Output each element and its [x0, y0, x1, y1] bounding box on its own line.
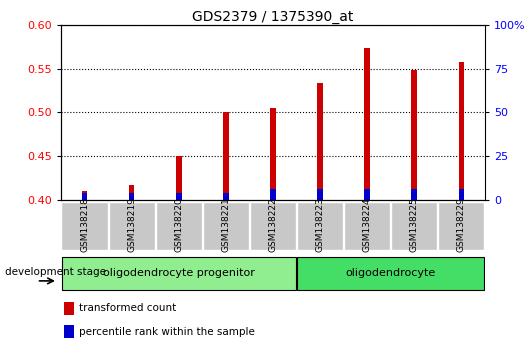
Bar [62, 257, 296, 290]
Bar [223, 193, 228, 200]
Bar [176, 156, 182, 200]
Text: GSM138225: GSM138225 [410, 197, 419, 252]
Bar [270, 189, 276, 200]
Bar [391, 202, 437, 250]
Bar [129, 193, 135, 200]
Bar [203, 202, 249, 250]
Text: transformed count: transformed count [79, 303, 176, 313]
Bar [61, 202, 108, 250]
Text: GSM138221: GSM138221 [222, 197, 231, 252]
Bar [458, 189, 464, 200]
Bar [438, 202, 484, 250]
Text: GSM138222: GSM138222 [269, 198, 277, 252]
Text: oligodendrocyte progenitor: oligodendrocyte progenitor [103, 268, 255, 279]
Bar [297, 257, 484, 290]
Text: GSM138220: GSM138220 [174, 197, 183, 252]
Bar [223, 112, 228, 200]
Bar [64, 302, 74, 315]
Bar [411, 70, 417, 200]
Bar [82, 193, 87, 200]
Text: oligodendrocyte: oligodendrocyte [346, 268, 436, 279]
Bar [364, 189, 370, 200]
Bar [176, 193, 182, 200]
Bar [270, 108, 276, 200]
Text: GSM138229: GSM138229 [457, 197, 466, 252]
Text: development stage: development stage [5, 267, 107, 277]
Text: GSM138224: GSM138224 [363, 198, 372, 252]
Bar [250, 202, 296, 250]
Bar [156, 202, 202, 250]
Bar [317, 189, 323, 200]
Bar [317, 82, 323, 200]
Bar [458, 62, 464, 200]
Bar [82, 191, 87, 200]
Bar [129, 185, 135, 200]
Bar [297, 202, 343, 250]
Bar [109, 202, 155, 250]
Text: GSM138219: GSM138219 [127, 197, 136, 252]
Bar [64, 325, 74, 338]
Text: percentile rank within the sample: percentile rank within the sample [79, 327, 254, 337]
Bar [344, 202, 390, 250]
Text: GSM138218: GSM138218 [80, 197, 89, 252]
Bar [411, 189, 417, 200]
Text: GSM138223: GSM138223 [315, 197, 324, 252]
Title: GDS2379 / 1375390_at: GDS2379 / 1375390_at [192, 10, 354, 24]
Bar [364, 47, 370, 200]
